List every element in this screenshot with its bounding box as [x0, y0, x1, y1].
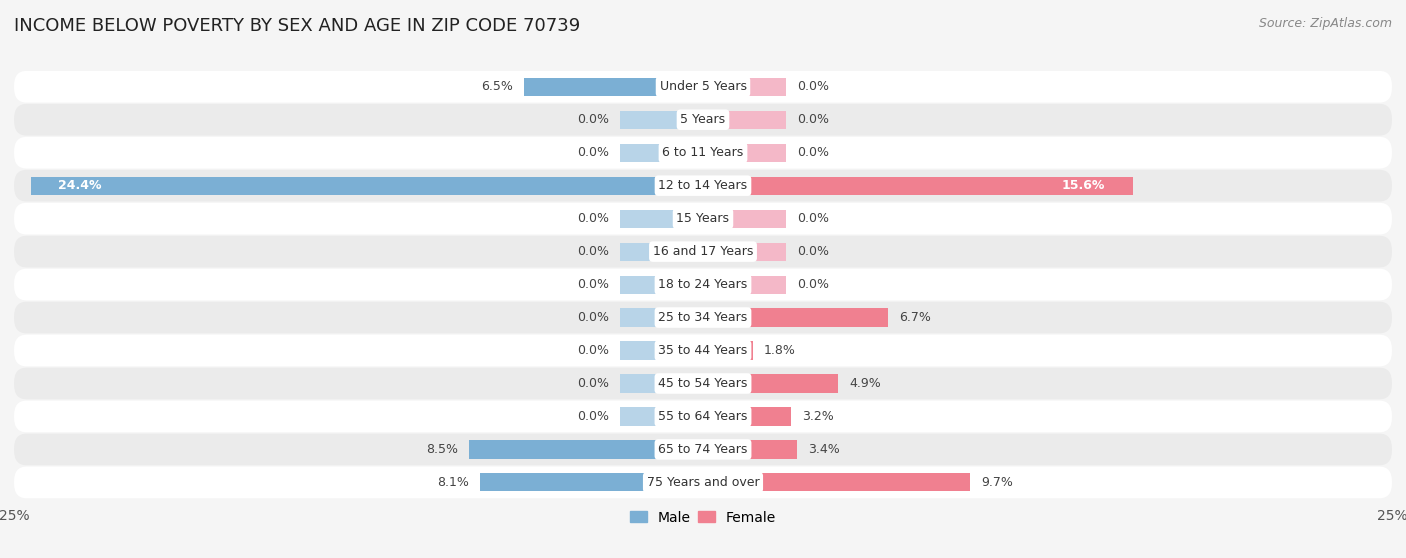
Text: 0.0%: 0.0%: [578, 311, 609, 324]
Text: 6.7%: 6.7%: [898, 311, 931, 324]
Text: 9.7%: 9.7%: [981, 476, 1014, 489]
Bar: [620, 407, 703, 426]
Text: 12 to 14 Years: 12 to 14 Years: [658, 179, 748, 192]
FancyBboxPatch shape: [14, 335, 1392, 367]
Bar: [703, 210, 786, 228]
Bar: [703, 110, 786, 129]
Text: 75 Years and over: 75 Years and over: [647, 476, 759, 489]
FancyBboxPatch shape: [14, 302, 1392, 333]
Bar: [31, 176, 703, 195]
Text: 35 to 44 Years: 35 to 44 Years: [658, 344, 748, 357]
FancyBboxPatch shape: [14, 203, 1392, 234]
Text: 15 Years: 15 Years: [676, 212, 730, 225]
Text: INCOME BELOW POVERTY BY SEX AND AGE IN ZIP CODE 70739: INCOME BELOW POVERTY BY SEX AND AGE IN Z…: [14, 17, 581, 35]
Bar: [468, 440, 703, 459]
Text: 24.4%: 24.4%: [58, 179, 101, 192]
Bar: [620, 276, 703, 294]
FancyBboxPatch shape: [14, 71, 1392, 103]
FancyBboxPatch shape: [14, 236, 1392, 267]
Bar: [524, 78, 703, 96]
Bar: [703, 341, 752, 359]
Text: 0.0%: 0.0%: [578, 245, 609, 258]
Text: 4.9%: 4.9%: [849, 377, 880, 390]
Bar: [620, 110, 703, 129]
Text: 45 to 54 Years: 45 to 54 Years: [658, 377, 748, 390]
Text: 65 to 74 Years: 65 to 74 Years: [658, 443, 748, 456]
Text: 0.0%: 0.0%: [578, 278, 609, 291]
Bar: [703, 407, 792, 426]
FancyBboxPatch shape: [14, 466, 1392, 498]
Bar: [620, 210, 703, 228]
FancyBboxPatch shape: [14, 170, 1392, 201]
Text: 25 to 34 Years: 25 to 34 Years: [658, 311, 748, 324]
Bar: [620, 309, 703, 326]
Text: 0.0%: 0.0%: [797, 278, 828, 291]
Text: 18 to 24 Years: 18 to 24 Years: [658, 278, 748, 291]
Bar: [620, 143, 703, 162]
Legend: Male, Female: Male, Female: [624, 505, 782, 530]
Text: 0.0%: 0.0%: [578, 113, 609, 126]
Bar: [620, 374, 703, 393]
Bar: [703, 143, 786, 162]
Bar: [479, 473, 703, 492]
Text: 0.0%: 0.0%: [578, 377, 609, 390]
FancyBboxPatch shape: [14, 104, 1392, 136]
Text: Under 5 Years: Under 5 Years: [659, 80, 747, 93]
Text: 0.0%: 0.0%: [797, 245, 828, 258]
Bar: [703, 78, 786, 96]
Bar: [703, 440, 797, 459]
Text: 8.5%: 8.5%: [426, 443, 458, 456]
Text: 0.0%: 0.0%: [578, 146, 609, 159]
Text: 0.0%: 0.0%: [578, 410, 609, 423]
Bar: [703, 243, 786, 261]
Text: 0.0%: 0.0%: [578, 344, 609, 357]
Bar: [620, 341, 703, 359]
FancyBboxPatch shape: [14, 269, 1392, 300]
Text: 8.1%: 8.1%: [437, 476, 468, 489]
Bar: [703, 276, 786, 294]
Text: 16 and 17 Years: 16 and 17 Years: [652, 245, 754, 258]
Text: 5 Years: 5 Years: [681, 113, 725, 126]
Bar: [703, 473, 970, 492]
Text: 6.5%: 6.5%: [481, 80, 513, 93]
FancyBboxPatch shape: [14, 137, 1392, 169]
Bar: [703, 309, 887, 326]
Text: 3.2%: 3.2%: [803, 410, 834, 423]
Bar: [703, 176, 1133, 195]
Text: 0.0%: 0.0%: [797, 146, 828, 159]
FancyBboxPatch shape: [14, 401, 1392, 432]
Text: 0.0%: 0.0%: [797, 113, 828, 126]
Text: 0.0%: 0.0%: [797, 212, 828, 225]
Bar: [620, 243, 703, 261]
Text: 1.8%: 1.8%: [763, 344, 796, 357]
Text: 6 to 11 Years: 6 to 11 Years: [662, 146, 744, 159]
Bar: [703, 374, 838, 393]
Text: 0.0%: 0.0%: [797, 80, 828, 93]
Text: 15.6%: 15.6%: [1062, 179, 1105, 192]
Text: 0.0%: 0.0%: [578, 212, 609, 225]
Text: 3.4%: 3.4%: [807, 443, 839, 456]
Text: Source: ZipAtlas.com: Source: ZipAtlas.com: [1258, 17, 1392, 30]
FancyBboxPatch shape: [14, 434, 1392, 465]
Text: 55 to 64 Years: 55 to 64 Years: [658, 410, 748, 423]
FancyBboxPatch shape: [14, 368, 1392, 400]
